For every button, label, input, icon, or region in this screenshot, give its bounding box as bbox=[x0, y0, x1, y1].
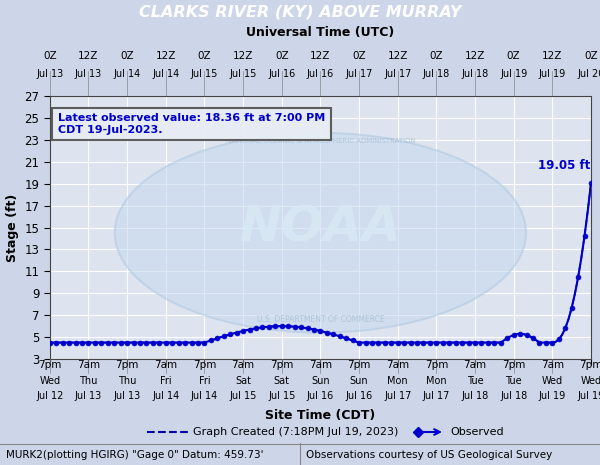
Text: Thu: Thu bbox=[79, 376, 98, 386]
Text: Jul 17: Jul 17 bbox=[384, 69, 412, 79]
Text: Mon: Mon bbox=[426, 376, 446, 386]
Text: Jul 13: Jul 13 bbox=[113, 391, 141, 401]
Text: Latest observed value: 18.36 ft at 7:00 PM
CDT 19-Jul-2023.: Latest observed value: 18.36 ft at 7:00 … bbox=[58, 113, 325, 135]
Text: 12Z: 12Z bbox=[542, 51, 563, 61]
Text: Jul 18: Jul 18 bbox=[423, 69, 450, 79]
Text: Jul 20: Jul 20 bbox=[577, 69, 600, 79]
Text: 7pm: 7pm bbox=[38, 359, 61, 370]
Text: Jul 15: Jul 15 bbox=[268, 391, 295, 401]
Text: Jul 16: Jul 16 bbox=[268, 69, 295, 79]
Text: Jul 17: Jul 17 bbox=[346, 69, 373, 79]
Text: Jul 14: Jul 14 bbox=[152, 391, 179, 401]
Text: 7pm: 7pm bbox=[115, 359, 139, 370]
Text: Jul 19: Jul 19 bbox=[577, 391, 600, 401]
Text: 0Z: 0Z bbox=[507, 51, 520, 61]
Text: Jul 14: Jul 14 bbox=[113, 69, 141, 79]
Text: 12Z: 12Z bbox=[78, 51, 98, 61]
Text: 7pm: 7pm bbox=[193, 359, 216, 370]
Text: Graph Created (7:18PM Jul 19, 2023): Graph Created (7:18PM Jul 19, 2023) bbox=[193, 427, 398, 437]
Text: Observations courtesy of US Geological Survey: Observations courtesy of US Geological S… bbox=[306, 450, 552, 460]
Text: Jul 14: Jul 14 bbox=[191, 391, 218, 401]
Text: 0Z: 0Z bbox=[352, 51, 366, 61]
Text: U.S. DEPARTMENT OF COMMERCE: U.S. DEPARTMENT OF COMMERCE bbox=[257, 315, 384, 324]
Text: Jul 17: Jul 17 bbox=[384, 391, 412, 401]
Text: Jul 15: Jul 15 bbox=[229, 69, 257, 79]
Text: 7am: 7am bbox=[463, 359, 487, 370]
Text: 0Z: 0Z bbox=[584, 51, 598, 61]
Text: Fri: Fri bbox=[160, 376, 172, 386]
Text: Jul 12: Jul 12 bbox=[36, 391, 64, 401]
Text: Tue: Tue bbox=[467, 376, 484, 386]
Text: 7am: 7am bbox=[154, 359, 178, 370]
Text: NOAA: NOAA bbox=[239, 204, 401, 252]
Text: Site Time (CDT): Site Time (CDT) bbox=[265, 409, 376, 422]
Text: 19.05 ft: 19.05 ft bbox=[538, 159, 590, 172]
Text: 7pm: 7pm bbox=[270, 359, 293, 370]
Text: Jul 15: Jul 15 bbox=[191, 69, 218, 79]
Text: 7am: 7am bbox=[232, 359, 254, 370]
Circle shape bbox=[115, 133, 526, 332]
Text: Jul 18: Jul 18 bbox=[461, 391, 488, 401]
Text: Wed: Wed bbox=[542, 376, 563, 386]
Text: Sat: Sat bbox=[235, 376, 251, 386]
Text: Sun: Sun bbox=[350, 376, 368, 386]
Text: 0Z: 0Z bbox=[197, 51, 211, 61]
Text: Observed: Observed bbox=[450, 427, 504, 437]
Text: 7pm: 7pm bbox=[502, 359, 526, 370]
Text: 7pm: 7pm bbox=[347, 359, 371, 370]
Text: Sat: Sat bbox=[274, 376, 290, 386]
Text: Jul 16: Jul 16 bbox=[307, 391, 334, 401]
Text: 7am: 7am bbox=[386, 359, 409, 370]
Text: 0Z: 0Z bbox=[275, 51, 289, 61]
Text: 7am: 7am bbox=[309, 359, 332, 370]
Text: 7pm: 7pm bbox=[425, 359, 448, 370]
Text: Universal Time (UTC): Universal Time (UTC) bbox=[246, 26, 395, 39]
Text: Jul 14: Jul 14 bbox=[152, 69, 179, 79]
Text: Jul 13: Jul 13 bbox=[36, 69, 64, 79]
Text: Wed: Wed bbox=[580, 376, 600, 386]
Text: 0Z: 0Z bbox=[430, 51, 443, 61]
Text: 12Z: 12Z bbox=[310, 51, 331, 61]
Text: Jul 19: Jul 19 bbox=[500, 69, 527, 79]
Text: Jul 19: Jul 19 bbox=[539, 69, 566, 79]
Text: Jul 16: Jul 16 bbox=[346, 391, 373, 401]
Text: Tue: Tue bbox=[505, 376, 522, 386]
Text: 0Z: 0Z bbox=[43, 51, 56, 61]
Text: 7pm: 7pm bbox=[580, 359, 600, 370]
Text: CLARKS RIVER (KY) ABOVE MURRAY: CLARKS RIVER (KY) ABOVE MURRAY bbox=[139, 5, 461, 20]
Text: MURK2(plotting HGIRG) "Gage 0" Datum: 459.73': MURK2(plotting HGIRG) "Gage 0" Datum: 45… bbox=[6, 450, 263, 460]
Text: Jul 18: Jul 18 bbox=[500, 391, 527, 401]
Text: NATIONAL OCEANIC & ATMOSPHERIC ADMINISTRATION: NATIONAL OCEANIC & ATMOSPHERIC ADMINISTR… bbox=[226, 138, 415, 144]
Text: Fri: Fri bbox=[199, 376, 210, 386]
Text: Sun: Sun bbox=[311, 376, 330, 386]
Text: 12Z: 12Z bbox=[233, 51, 253, 61]
Text: 12Z: 12Z bbox=[388, 51, 408, 61]
Text: Jul 13: Jul 13 bbox=[75, 391, 102, 401]
Text: Jul 18: Jul 18 bbox=[461, 69, 488, 79]
Text: Thu: Thu bbox=[118, 376, 136, 386]
Text: Jul 15: Jul 15 bbox=[229, 391, 257, 401]
Text: 7am: 7am bbox=[541, 359, 564, 370]
Text: Jul 17: Jul 17 bbox=[422, 391, 450, 401]
Text: Jul 16: Jul 16 bbox=[307, 69, 334, 79]
Text: 12Z: 12Z bbox=[155, 51, 176, 61]
Text: 0Z: 0Z bbox=[121, 51, 134, 61]
Text: 12Z: 12Z bbox=[465, 51, 485, 61]
Text: Jul 13: Jul 13 bbox=[75, 69, 102, 79]
Text: Wed: Wed bbox=[39, 376, 61, 386]
Y-axis label: Stage (ft): Stage (ft) bbox=[6, 193, 19, 262]
Text: Jul 19: Jul 19 bbox=[539, 391, 566, 401]
Text: 7am: 7am bbox=[77, 359, 100, 370]
Text: Mon: Mon bbox=[388, 376, 408, 386]
